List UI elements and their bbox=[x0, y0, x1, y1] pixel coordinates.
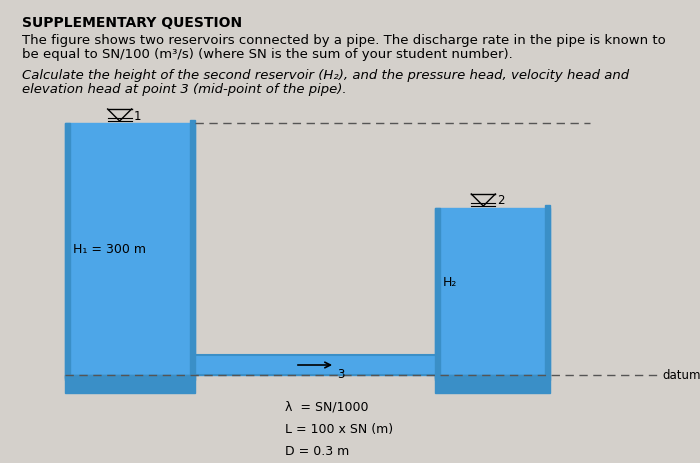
Text: λ  = SN/1000: λ = SN/1000 bbox=[285, 400, 368, 413]
Text: elevation head at point 3 (mid-point of the pipe).: elevation head at point 3 (mid-point of … bbox=[22, 83, 346, 96]
Text: datum: datum bbox=[662, 369, 700, 382]
Bar bbox=[195, 355, 435, 375]
Text: H₁ = 300 m: H₁ = 300 m bbox=[73, 243, 146, 256]
Bar bbox=[65, 375, 195, 393]
Bar bbox=[65, 124, 70, 378]
Text: Calculate the height of the second reservoir (H₂), and the pressure head, veloci: Calculate the height of the second reser… bbox=[22, 69, 629, 82]
Text: be equal to SN/100 (m³/s) (where SN is the sum of your student number).: be equal to SN/100 (m³/s) (where SN is t… bbox=[22, 48, 512, 61]
Text: H₂: H₂ bbox=[443, 275, 457, 288]
Bar bbox=[65, 124, 195, 375]
Text: 1: 1 bbox=[134, 109, 141, 122]
Bar bbox=[435, 208, 440, 378]
Text: The figure shows two reservoirs connected by a pipe. The discharge rate in the p: The figure shows two reservoirs connecte… bbox=[22, 34, 666, 47]
Text: 3: 3 bbox=[337, 367, 344, 380]
Bar bbox=[435, 375, 550, 393]
Text: SUPPLEMENTARY QUESTION: SUPPLEMENTARY QUESTION bbox=[22, 16, 242, 30]
Text: D = 0.3 m: D = 0.3 m bbox=[285, 444, 349, 457]
Bar bbox=[435, 208, 550, 375]
Bar bbox=[435, 375, 550, 380]
Text: L = 100 x SN (m): L = 100 x SN (m) bbox=[285, 422, 393, 435]
Text: 2: 2 bbox=[497, 194, 505, 207]
Bar bbox=[65, 375, 195, 380]
Bar bbox=[545, 206, 550, 375]
Bar bbox=[190, 121, 195, 375]
